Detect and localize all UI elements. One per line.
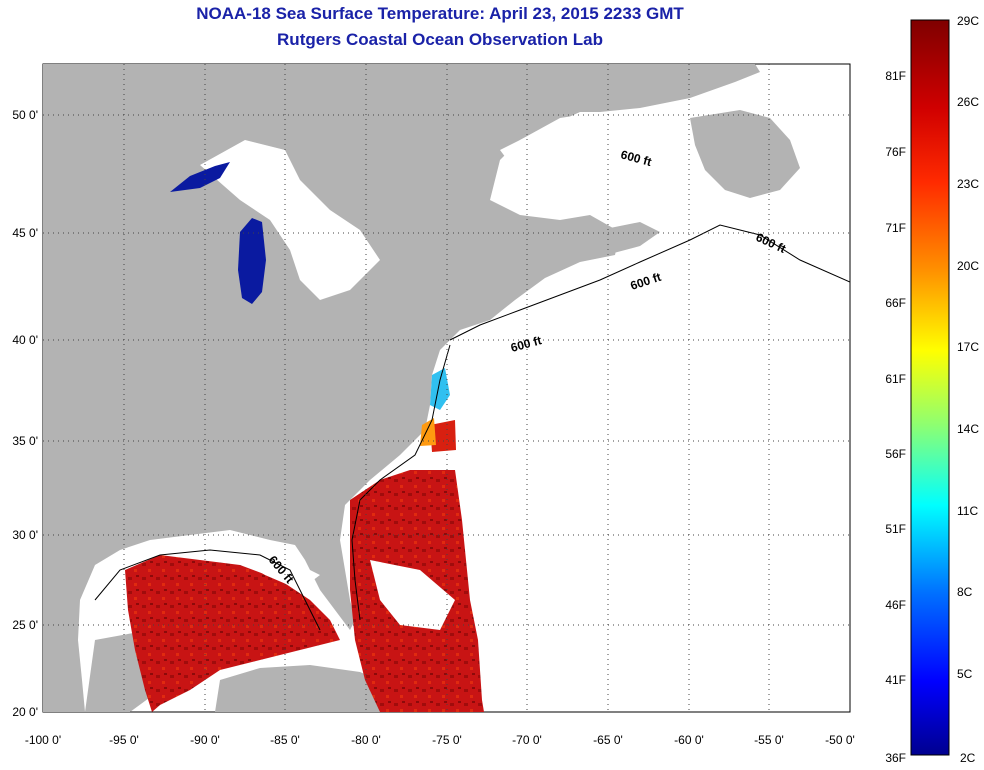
lake-michigan — [238, 218, 266, 304]
celsius-label: 11C — [957, 504, 978, 518]
cloud-lake-region — [200, 140, 380, 300]
isobath-600ft-south — [351, 344, 451, 621]
lat-label: 30 0' — [12, 528, 38, 542]
lon-label: -65 0' — [593, 733, 623, 747]
sst-hatteras-orange — [420, 418, 436, 446]
graticule — [43, 64, 850, 712]
fahrenheit-label: 81F — [885, 69, 906, 83]
celsius-label: 23C — [957, 177, 979, 191]
land-newfoundland — [690, 110, 800, 198]
lat-label: 25 0' — [12, 618, 38, 632]
cloud-st-lawrence — [500, 112, 660, 190]
lon-label: -90 0' — [190, 733, 220, 747]
colorbar — [910, 19, 950, 756]
lat-label: 20 0' — [12, 705, 38, 719]
fahrenheit-label: 46F — [885, 598, 906, 612]
longitude-labels: -100 0' -95 0' -90 0' -85 0' -80 0' -75 … — [25, 733, 855, 747]
land-nova-scotia — [582, 222, 660, 254]
lon-label: -50 0' — [825, 733, 855, 747]
celsius-label: 14C — [957, 422, 979, 436]
celsius-label: 2C — [960, 751, 976, 765]
fahrenheit-label: 36F — [885, 751, 906, 765]
fahrenheit-label: 71F — [885, 221, 906, 235]
lat-label: 40 0' — [12, 333, 38, 347]
lon-label: -100 0' — [25, 733, 61, 747]
fahrenheit-label: 61F — [885, 372, 906, 386]
sst-hatteras-warm — [430, 420, 456, 452]
celsius-label: 26C — [957, 95, 979, 109]
lat-label: 50 0' — [12, 108, 38, 122]
fahrenheit-label: 76F — [885, 145, 906, 159]
lon-label: -55 0' — [754, 733, 784, 747]
latitude-labels: 50 0' 45 0' 40 0' 35 0' 30 0' 25 0' 20 0… — [12, 108, 38, 719]
celsius-label: 29C — [957, 14, 979, 28]
fahrenheit-label: 41F — [885, 673, 906, 687]
isobath-600ft-gulf — [94, 549, 321, 631]
celsius-label: 20C — [957, 259, 979, 273]
celsius-label: 8C — [957, 585, 973, 599]
celsius-label: 5C — [957, 667, 973, 681]
colorbar-fahrenheit-labels: 81F 76F 71F 66F 61F 56F 51F 46F 41F 36F — [885, 69, 906, 765]
lat-label: 45 0' — [12, 226, 38, 240]
lon-label: -80 0' — [351, 733, 381, 747]
land-north-america — [43, 64, 760, 712]
sst-gulf-of-mexico — [125, 555, 340, 712]
lake-superior — [170, 162, 230, 192]
lon-label: -85 0' — [270, 733, 300, 747]
fahrenheit-label: 66F — [885, 296, 906, 310]
lat-label: 35 0' — [12, 434, 38, 448]
fahrenheit-label: 56F — [885, 447, 906, 461]
celsius-label: 17C — [957, 340, 979, 354]
map-subtitle: Rutgers Coastal Ocean Observation Lab — [277, 30, 603, 49]
sst-cold-shelf — [430, 368, 450, 410]
lon-label: -70 0' — [512, 733, 542, 747]
isobath-600ft-north — [449, 224, 850, 341]
fahrenheit-label: 51F — [885, 522, 906, 536]
lon-label: -60 0' — [674, 733, 704, 747]
map-title: NOAA-18 Sea Surface Temperature: April 2… — [196, 4, 684, 23]
lon-label: -75 0' — [432, 733, 462, 747]
colorbar-celsius-labels: 29C 26C 23C 20C 17C 14C 11C 8C 5C 2C — [957, 14, 979, 765]
cloud-atlantic — [370, 560, 455, 630]
lon-label: -95 0' — [109, 733, 139, 747]
